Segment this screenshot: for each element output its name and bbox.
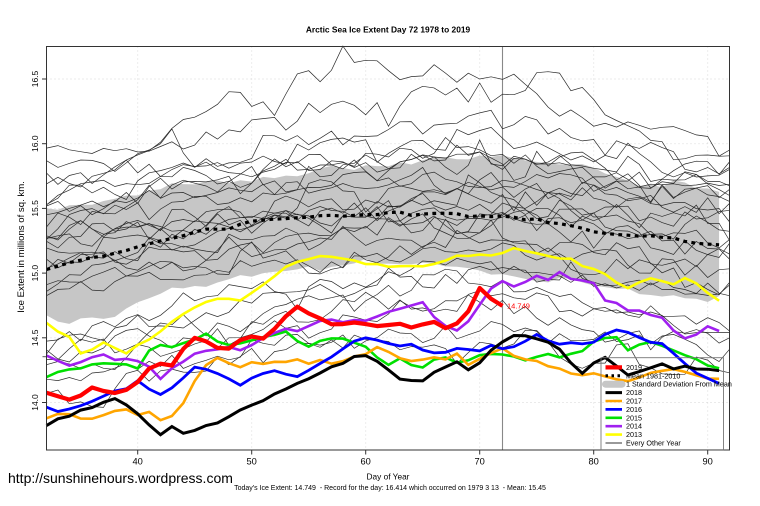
- svg-text:2014: 2014: [626, 422, 642, 431]
- svg-text:15.0: 15.0: [30, 265, 40, 282]
- svg-text:40: 40: [133, 457, 143, 467]
- svg-text:90: 90: [703, 457, 713, 467]
- svg-text:14.5: 14.5: [30, 329, 40, 346]
- svg-text:2017: 2017: [626, 397, 642, 406]
- svg-text:16.0: 16.0: [30, 135, 40, 152]
- svg-text:Mean 1981-2010: Mean 1981-2010: [626, 371, 680, 380]
- svg-text:60: 60: [361, 457, 371, 467]
- svg-text:16.5: 16.5: [30, 70, 40, 87]
- svg-text:80: 80: [589, 457, 599, 467]
- svg-text:2018: 2018: [626, 388, 642, 397]
- svg-text:Every Other Year: Every Other Year: [626, 439, 681, 448]
- svg-text:Day of Year: Day of Year: [367, 472, 410, 482]
- svg-text:1 Standard Deviation From Mean: 1 Standard Deviation From Mean: [626, 380, 732, 389]
- svg-text:2015: 2015: [626, 413, 642, 422]
- svg-text:70: 70: [475, 457, 485, 467]
- svg-text:2013: 2013: [626, 430, 642, 439]
- svg-text:50: 50: [247, 457, 257, 467]
- svg-text:Ice Extent in millions of sq.: Ice Extent in millions of sq. km.: [16, 181, 27, 313]
- svg-text:Arctic Sea Ice Extent Day 72 1: Arctic Sea Ice Extent Day 72 1978 to 201…: [306, 25, 471, 35]
- svg-text:14.749: 14.749: [507, 302, 530, 311]
- svg-text:2019: 2019: [626, 363, 642, 372]
- svg-text:14.0: 14.0: [30, 394, 40, 411]
- svg-text:15.5: 15.5: [30, 200, 40, 217]
- svg-text:2016: 2016: [626, 405, 642, 414]
